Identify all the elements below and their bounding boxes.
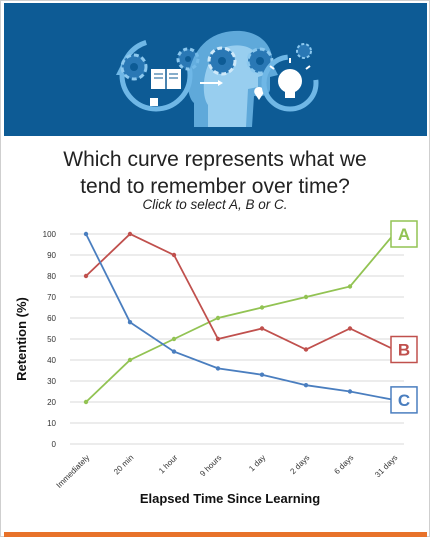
- data-point: [171, 252, 177, 258]
- book-icon: [151, 69, 181, 89]
- data-point: [259, 326, 265, 331]
- choice-box-frame[interactable]: [390, 220, 418, 248]
- series-line-b: [85, 232, 395, 351]
- x-axis-title: Elapsed Time Since Learning: [140, 491, 320, 506]
- map-pin-icon: [254, 87, 264, 100]
- x-tick-label: 20 min: [112, 453, 135, 476]
- question-text: Which curve represents what we tend to r…: [10, 146, 420, 200]
- y-tick-label: 20: [47, 398, 56, 407]
- data-point: [347, 284, 353, 289]
- x-tick-label: 31 days: [373, 453, 399, 479]
- y-axis-title: Retention (%): [14, 297, 29, 381]
- choice-box-frame[interactable]: [390, 386, 418, 414]
- data-point: [83, 399, 89, 405]
- y-tick-label: 0: [52, 440, 57, 449]
- instruction-text: Click to select A, B or C.: [142, 197, 288, 212]
- y-tick-label: 80: [47, 272, 56, 281]
- y-tick-label: 100: [43, 230, 57, 239]
- series-line-a: [85, 233, 395, 403]
- data-point: [303, 383, 309, 388]
- data-point: [215, 366, 221, 371]
- y-tick-label: 70: [47, 293, 56, 302]
- y-tick-label: 90: [47, 251, 56, 260]
- y-tick-label: 40: [47, 356, 56, 365]
- lightbulb-icon: [261, 54, 319, 112]
- x-tick-label: Immediately: [55, 453, 92, 490]
- x-tick-label: 9 hours: [198, 453, 223, 478]
- y-tick-label: 60: [47, 314, 56, 323]
- x-tick-label: 1 day: [247, 453, 267, 473]
- data-point: [83, 273, 89, 279]
- question-line-2: tend to remember over time?: [80, 175, 350, 198]
- y-tick-label: 10: [47, 419, 56, 428]
- choice-label[interactable]: C: [398, 391, 410, 410]
- data-point: [171, 349, 177, 354]
- data-point: [259, 305, 265, 310]
- choice-label[interactable]: B: [398, 341, 410, 360]
- data-point: [303, 347, 309, 352]
- data-point: [127, 231, 133, 237]
- data-point: [127, 320, 133, 325]
- choice-box-c[interactable]: C: [390, 386, 418, 414]
- x-tick-label: 1 hour: [157, 453, 180, 476]
- y-tick-label: 50: [47, 335, 56, 344]
- choice-label[interactable]: A: [398, 225, 410, 244]
- data-point: [127, 357, 133, 363]
- gear-icon: [120, 53, 148, 81]
- data-point: [259, 372, 265, 377]
- question-line-1: Which curve represents what we: [63, 148, 367, 171]
- series-line-c: [85, 233, 395, 401]
- x-tick-label: 2 days: [288, 453, 311, 476]
- data-point: [303, 294, 309, 300]
- choice-box-frame[interactable]: [390, 335, 418, 364]
- choice-box-a[interactable]: A: [390, 220, 418, 248]
- data-point: [347, 326, 353, 331]
- data-point: [171, 336, 177, 342]
- y-tick-label: 30: [47, 377, 56, 386]
- footer-accent-bar: [4, 532, 427, 537]
- gear-icon: [296, 43, 312, 59]
- x-tick-label: 6 days: [332, 453, 355, 476]
- header-banner: [4, 3, 427, 136]
- data-point: [83, 231, 89, 237]
- data-point: [215, 315, 221, 321]
- data-point: [215, 336, 221, 342]
- retention-chart: 0 10 20 30 40 50 60 70 80 90 100 Immediately 20 min 1…: [14, 220, 418, 506]
- data-point: [347, 389, 353, 394]
- choice-box-b[interactable]: B: [390, 335, 418, 364]
